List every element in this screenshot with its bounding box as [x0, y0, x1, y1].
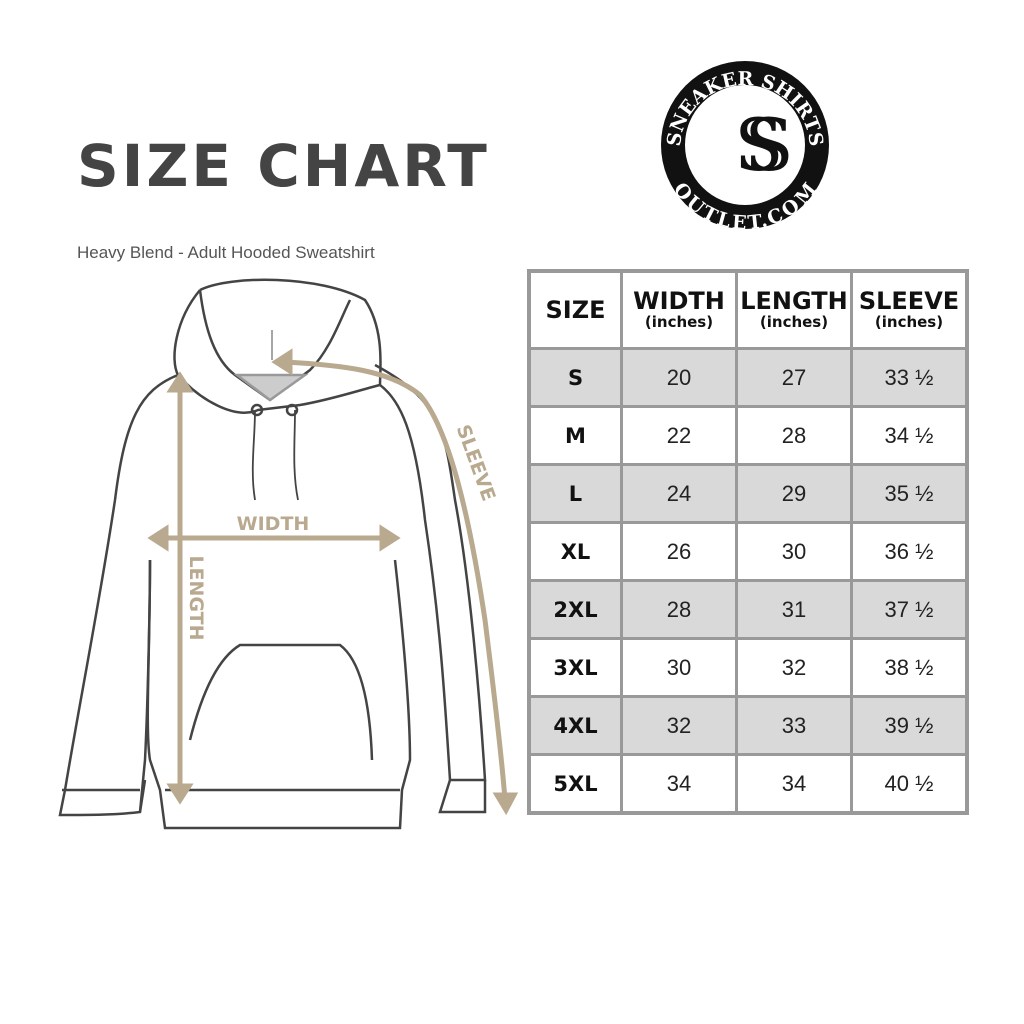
table-row: 4XL 32 33 39 ½: [527, 695, 969, 756]
page-title: SIZE CHART: [77, 132, 490, 200]
header-length: LENGTH (inches): [735, 269, 853, 350]
cell-width: 32: [620, 695, 738, 756]
cell-width: 30: [620, 637, 738, 698]
cell-length: 33: [735, 695, 853, 756]
cell-width: 28: [620, 579, 738, 640]
cell-sleeve: 34 ½: [850, 405, 969, 466]
brand-logo: SNEAKER SHIRTS OUTLET.COM SS: [661, 61, 829, 234]
cell-sleeve: 35 ½: [850, 463, 969, 524]
table-row: L 24 29 35 ½: [527, 463, 969, 524]
length-label: LENGTH: [185, 555, 207, 640]
product-subtitle: Heavy Blend - Adult Hooded Sweatshirt: [77, 243, 375, 262]
cell-length: 34: [735, 753, 853, 815]
cell-width: 22: [620, 405, 738, 466]
cell-size: S: [527, 347, 623, 408]
cell-length: 29: [735, 463, 853, 524]
cell-sleeve: 37 ½: [850, 579, 969, 640]
table-row: M 22 28 34 ½: [527, 405, 969, 466]
cell-sleeve: 40 ½: [850, 753, 969, 815]
table-header-row: SIZE WIDTH (inches) LENGTH (inches) SLEEVE…: [527, 269, 969, 350]
cell-width: 20: [620, 347, 738, 408]
table-row: 3XL 30 32 38 ½: [527, 637, 969, 698]
cell-size: XL: [527, 521, 623, 582]
table-row: XL 26 30 36 ½: [527, 521, 969, 582]
measurement-arrows: [147, 348, 519, 816]
cell-size: 4XL: [527, 695, 623, 756]
cell-size: 3XL: [527, 637, 623, 698]
cell-length: 30: [735, 521, 853, 582]
cell-sleeve: 39 ½: [850, 695, 969, 756]
cell-size: M: [527, 405, 623, 466]
cell-size: 5XL: [527, 753, 623, 815]
cell-size: L: [527, 463, 623, 524]
width-label: WIDTH: [237, 513, 310, 535]
cell-length: 32: [735, 637, 853, 698]
cell-size: 2XL: [527, 579, 623, 640]
table-row: 5XL 34 34 40 ½: [527, 753, 969, 815]
header-sleeve: SLEEVE (inches): [850, 269, 969, 350]
cell-length: 27: [735, 347, 853, 408]
cell-width: 24: [620, 463, 738, 524]
size-table: SIZE WIDTH (inches) LENGTH (inches) SLEEVE…: [527, 269, 969, 815]
table-row: 2XL 28 31 37 ½: [527, 579, 969, 640]
header-size: SIZE: [527, 269, 623, 350]
cell-width: 34: [620, 753, 738, 815]
cell-sleeve: 38 ½: [850, 637, 969, 698]
header-width: WIDTH (inches): [620, 269, 738, 350]
table-row: S 20 27 33 ½: [527, 347, 969, 408]
cell-sleeve: 33 ½: [850, 347, 969, 408]
cell-length: 28: [735, 405, 853, 466]
cell-sleeve: 36 ½: [850, 521, 969, 582]
cell-width: 26: [620, 521, 738, 582]
hoodie-outline: [58, 278, 487, 830]
cell-length: 31: [735, 579, 853, 640]
sleeve-arrow: [284, 359, 508, 801]
